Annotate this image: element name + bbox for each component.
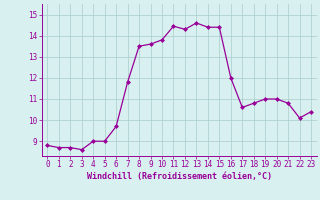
- X-axis label: Windchill (Refroidissement éolien,°C): Windchill (Refroidissement éolien,°C): [87, 172, 272, 181]
